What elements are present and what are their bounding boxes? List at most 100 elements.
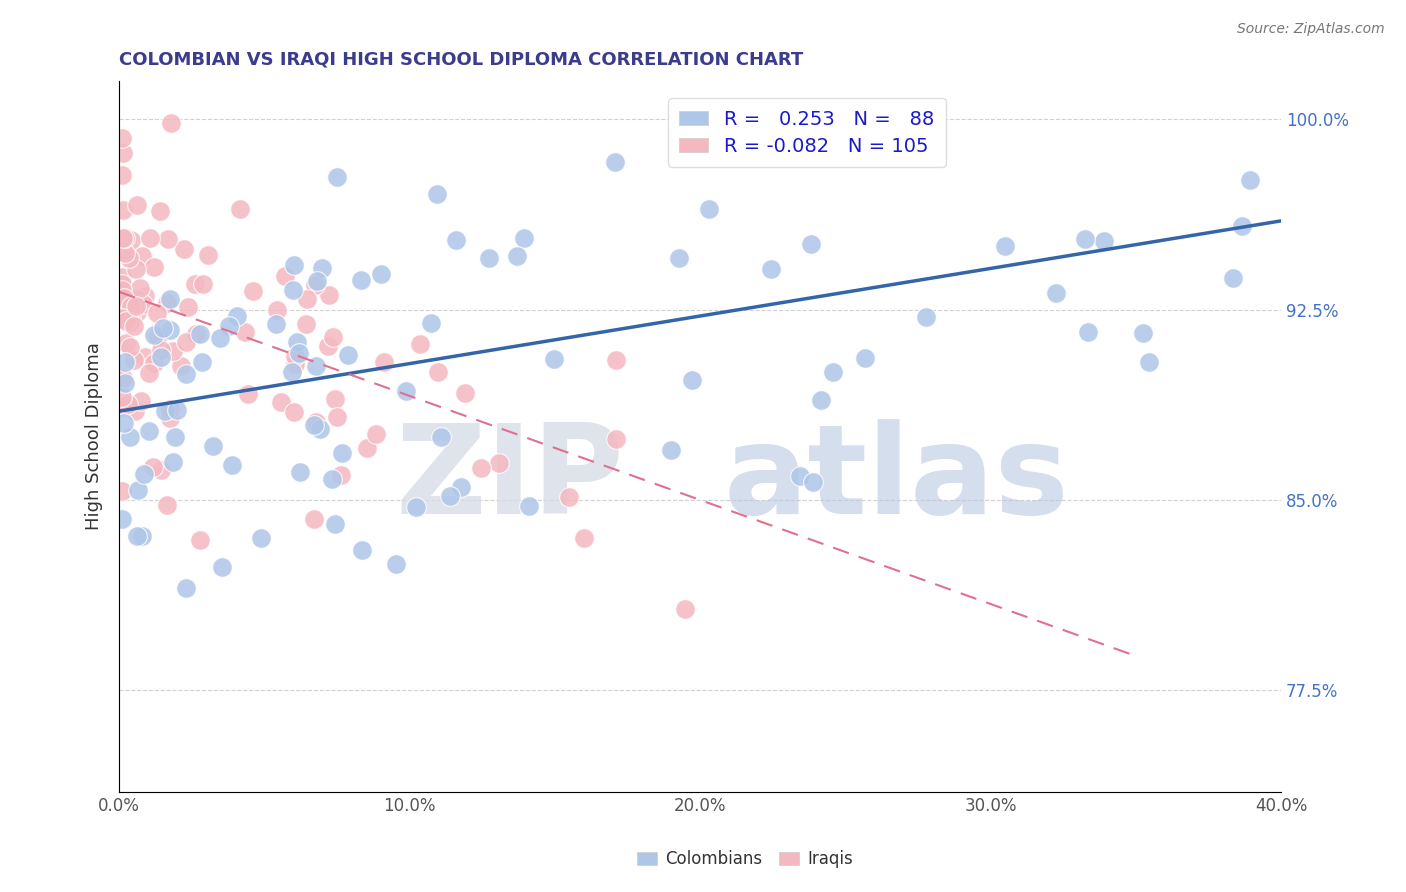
Point <box>125 293 148 307</box>
Point <box>112 203 135 218</box>
Point <box>114 231 136 245</box>
Point <box>134 350 156 364</box>
Point <box>111 390 134 404</box>
Point <box>148 204 170 219</box>
Point <box>112 145 135 160</box>
Point <box>283 283 305 297</box>
Point <box>114 246 136 260</box>
Point <box>111 484 134 499</box>
Point <box>226 310 249 324</box>
Point <box>264 317 287 331</box>
Point <box>274 268 297 283</box>
Text: ZIP: ZIP <box>396 418 624 540</box>
Text: atlas: atlas <box>723 418 1069 540</box>
Point <box>326 410 349 425</box>
Point <box>668 251 690 265</box>
Point <box>350 543 373 558</box>
Point <box>111 283 134 297</box>
Point <box>318 288 340 302</box>
Point <box>994 239 1017 253</box>
Point <box>142 460 165 475</box>
Point <box>309 422 332 436</box>
Point <box>235 325 257 339</box>
Point <box>305 359 328 374</box>
Point <box>174 582 197 596</box>
Point <box>305 415 328 429</box>
Point <box>111 131 134 145</box>
Point <box>191 354 214 368</box>
Point <box>118 340 141 354</box>
Point <box>177 300 200 314</box>
Point <box>697 202 720 217</box>
Point <box>574 531 596 545</box>
Point <box>120 315 142 329</box>
Point <box>283 405 305 419</box>
Point <box>159 323 181 337</box>
Point <box>150 350 173 364</box>
Point <box>153 404 176 418</box>
Point <box>1132 326 1154 340</box>
Point <box>143 356 166 370</box>
Point <box>789 469 811 483</box>
Point <box>759 262 782 277</box>
Point <box>143 260 166 275</box>
Point <box>209 331 232 345</box>
Point <box>385 557 408 571</box>
Point <box>801 475 824 489</box>
Point <box>439 489 461 503</box>
Point <box>821 365 844 379</box>
Point <box>395 384 418 398</box>
Point <box>162 344 184 359</box>
Legend: Colombians, Iraqis: Colombians, Iraqis <box>630 844 860 875</box>
Point <box>270 395 292 409</box>
Point <box>138 366 160 380</box>
Point <box>132 467 155 482</box>
Point <box>159 401 181 416</box>
Point <box>1239 173 1261 187</box>
Point <box>285 335 308 350</box>
Point <box>266 303 288 318</box>
Point <box>117 396 139 410</box>
Point <box>420 316 443 330</box>
Point <box>131 249 153 263</box>
Point <box>114 314 136 328</box>
Point <box>166 403 188 417</box>
Point <box>1222 271 1244 285</box>
Point <box>127 483 149 497</box>
Point <box>174 367 197 381</box>
Point <box>129 281 152 295</box>
Point <box>124 404 146 418</box>
Point <box>1092 235 1115 249</box>
Point <box>673 602 696 616</box>
Point <box>112 416 135 430</box>
Point <box>156 232 179 246</box>
Point <box>321 473 343 487</box>
Point <box>302 512 325 526</box>
Point <box>211 560 233 574</box>
Point <box>120 233 142 247</box>
Point <box>111 400 134 414</box>
Point <box>661 443 683 458</box>
Point <box>112 230 135 244</box>
Point <box>114 376 136 390</box>
Point <box>149 343 172 357</box>
Point <box>405 500 427 514</box>
Point <box>302 418 325 433</box>
Text: Source: ZipAtlas.com: Source: ZipAtlas.com <box>1237 22 1385 37</box>
Point <box>125 292 148 306</box>
Point <box>112 291 135 305</box>
Point <box>1045 285 1067 300</box>
Point <box>111 292 134 306</box>
Point <box>543 351 565 366</box>
Point <box>316 339 339 353</box>
Point <box>322 330 344 344</box>
Point <box>454 386 477 401</box>
Point <box>155 498 177 512</box>
Point <box>668 133 690 147</box>
Point <box>188 533 211 547</box>
Point <box>350 272 373 286</box>
Point <box>143 328 166 343</box>
Legend: R =   0.253   N =   88, R = -0.082   N = 105: R = 0.253 N = 88, R = -0.082 N = 105 <box>668 98 946 168</box>
Point <box>236 387 259 401</box>
Point <box>323 516 346 531</box>
